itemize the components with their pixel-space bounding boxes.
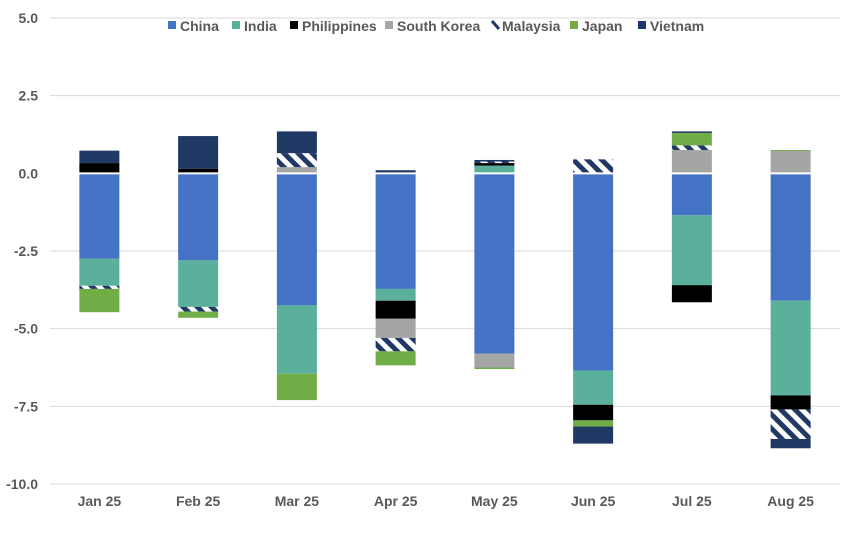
y-tick-label: 0.0 [19,165,39,181]
bar-segment-china-jan-25 [79,173,120,259]
bar-segment-malaysia-jul-25 [671,145,712,151]
bar-segment-vietnam-mar-25 [276,131,317,154]
bar-segment-japan-aug-25 [770,150,811,151]
gridlines [50,17,840,485]
bar-segment-japan-feb-25 [178,311,219,318]
bar-segment-malaysia-aug-25 [770,409,811,439]
bar-segment-india-jun-25 [573,370,614,405]
y-tick-label: -2.5 [14,243,38,259]
bar-segment-india-feb-25 [178,260,219,307]
bar-segment-vietnam-jan-25 [79,150,120,164]
bar-segment-philippines-jan-25 [79,163,120,174]
x-tick-label: May 25 [471,493,518,509]
bar-segment-philippines-apr-25 [375,300,416,319]
y-tick-label: -10.0 [6,476,38,492]
bar-segment-malaysia-mar-25 [276,153,317,168]
legend-label: Vietnam [650,18,704,34]
bar-segment-philippines-aug-25 [770,395,811,410]
bar-segment-vietnam-may-25 [474,159,515,162]
bar-segment-malaysia-jun-25 [573,159,614,174]
bar-segment-china-jun-25 [573,173,614,371]
x-tick-label: Jul 25 [672,493,712,509]
bar-segment-china-aug-25 [770,173,811,301]
bar-segment-japan-apr-25 [375,351,416,366]
x-tick-label: Apr 25 [374,493,418,509]
bar-segment-china-feb-25 [178,173,219,261]
y-axis-ticks: 5.0 2.5 0.0 -2.5 -5.0 -7.5 -10.0 [6,10,38,492]
bar-segment-vietnam-jun-25 [573,426,614,444]
bar-segment-india-mar-25 [276,305,317,374]
x-tick-label: Feb 25 [176,493,221,509]
x-axis-ticks: Jan 25 Feb 25 Mar 25 Apr 25 May 25 Jun 25 Jul … [78,493,815,509]
bar-segment-india-may-25 [474,165,515,174]
legend-label: Philippines [302,18,377,34]
bar-segment-vietnam-apr-25 [375,170,416,174]
legend-item-japan: Japan [570,18,622,34]
bar-segment-malaysia-feb-25 [178,306,219,312]
bar-segment-south-korea-jul-25 [671,150,712,174]
legend-item-south-korea: South Korea [385,18,480,34]
bar-segment-south-korea-may-25 [474,353,515,368]
legend-label: China [180,18,219,34]
legend-swatch [168,21,176,29]
y-tick-label: -7.5 [14,398,38,414]
bars [79,131,811,449]
legend-item-vietnam: Vietnam [638,18,704,34]
legend-swatch [490,20,501,30]
x-tick-label: Mar 25 [275,493,320,509]
bar-segment-india-apr-25 [375,288,416,301]
bar-segment-malaysia-apr-25 [375,337,416,352]
legend-swatch [232,21,240,29]
legend-label: Japan [582,18,622,34]
bar-segment-south-korea-mar-25 [276,167,317,174]
bar-segment-philippines-feb-25 [178,168,219,174]
bar-segment-philippines-jul-25 [671,285,712,303]
legend-swatch [385,21,393,29]
bar-segment-vietnam-aug-25 [770,438,811,449]
bar-segment-japan-jul-25 [671,132,712,146]
legend-swatch [638,21,646,29]
bar-segment-china-mar-25 [276,173,317,306]
y-tick-label: -5.0 [14,321,38,337]
bar-segment-japan-mar-25 [276,373,317,401]
bar-segment-japan-jun-25 [573,420,614,427]
x-tick-label: Jan 25 [78,493,122,509]
y-tick-label: 5.0 [19,10,39,26]
y-tick-label: 2.5 [19,88,39,104]
legend: China India Philippines South Korea Malaysia… [168,18,704,34]
bar-segment-india-jul-25 [671,215,712,286]
legend-label: South Korea [397,18,480,34]
bar-segment-china-may-25 [474,173,515,354]
legend-item-china: China [168,18,219,34]
legend-item-india: India [232,18,277,34]
x-tick-label: Aug 25 [767,493,814,509]
bar-segment-philippines-jun-25 [573,404,614,421]
legend-item-philippines: Philippines [290,18,377,34]
legend-label: India [244,18,277,34]
bar-segment-china-apr-25 [375,173,416,289]
legend-item-malaysia: Malaysia [490,18,561,34]
bar-segment-south-korea-aug-25 [770,150,811,174]
legend-swatch [290,21,298,29]
bar-segment-vietnam-jul-25 [671,131,712,133]
bar-segment-japan-jan-25 [79,288,120,313]
bar-segment-india-aug-25 [770,300,811,396]
legend-label: Malaysia [502,18,561,34]
legend-swatch [570,21,578,29]
bar-segment-philippines-may-25 [474,163,515,166]
bar-segment-malaysia-jan-25 [79,285,120,289]
bar-segment-vietnam-feb-25 [178,136,219,169]
bar-segment-china-jul-25 [671,173,712,216]
bar-segment-malaysia-may-25 [474,161,515,164]
bar-segment-india-jan-25 [79,258,120,286]
bar-segment-japan-may-25 [474,367,515,370]
x-tick-label: Jun 25 [571,493,616,509]
bar-segment-south-korea-apr-25 [375,318,416,338]
